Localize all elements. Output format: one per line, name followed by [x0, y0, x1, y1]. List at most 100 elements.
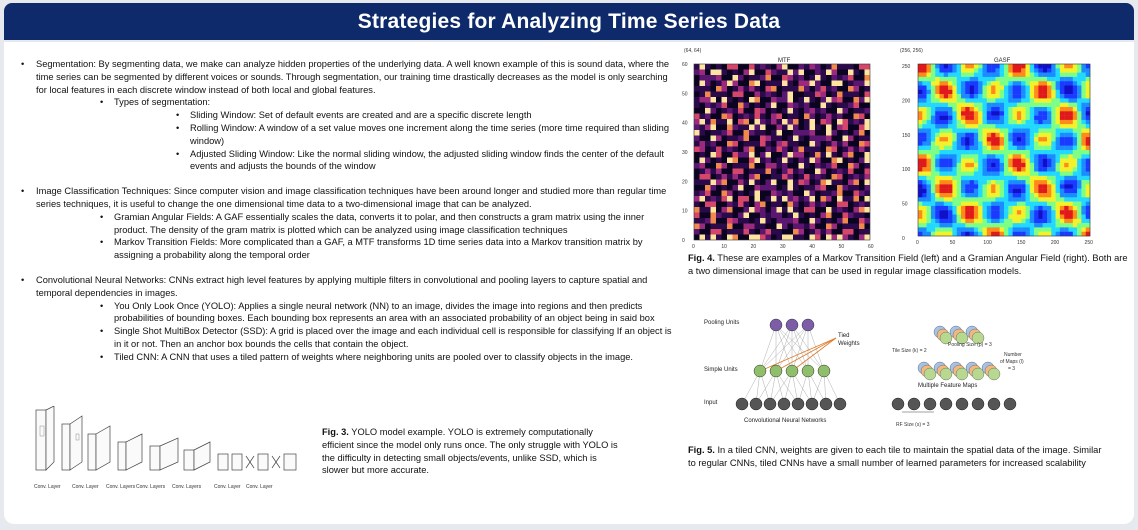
- gasf-xtick: 250: [1085, 240, 1094, 246]
- simple-units-label: Simple Units: [704, 367, 738, 373]
- tiled-cnn-left: [735, 318, 847, 411]
- fig4-label: Fig. 4.: [688, 253, 715, 263]
- input-unit: [819, 397, 833, 411]
- weights-label: Weights: [838, 341, 860, 347]
- yolo-layer-labels: Conv. Layer Conv. Layer Conv. Layers Con…: [34, 484, 273, 490]
- yolo-layer-label-5: Conv. Layers: [172, 484, 202, 490]
- eq3-label: = 3: [1008, 366, 1015, 372]
- mtf-title: MTF: [778, 58, 791, 64]
- tiled-cnn-diagram: Pooling Units Simple Units Input Tied We…: [704, 318, 1024, 428]
- pooling-units-label: Pooling Units: [704, 320, 739, 326]
- gasf-xtick: 0: [916, 240, 919, 246]
- mtf-ytick: 60: [682, 62, 688, 68]
- yolo-layer-label-4: Conv. Layers: [136, 484, 166, 490]
- gasf-ytick: 50: [902, 202, 908, 208]
- poster-panel: Segmentation: By segmenting data, we mak…: [4, 42, 1134, 524]
- mtf-xtick: 40: [809, 244, 815, 250]
- type-item-rolling: Rolling Window: A window of a set value …: [174, 122, 678, 148]
- input-label: Input: [704, 400, 718, 406]
- mtf-xtick: 20: [751, 244, 757, 250]
- tied-label: Tied: [838, 333, 849, 339]
- fig4-caption: Fig. 4. These are examples of a Markov T…: [688, 252, 1128, 278]
- yolo-layer-label-1: Conv. Layer: [34, 484, 61, 490]
- multiple-feature-maps-label: Multiple Feature Maps: [918, 383, 977, 389]
- fig3-caption: Fig. 3. YOLO model example. YOLO is extr…: [322, 426, 622, 477]
- gasf-x-ticks: 0 50 100 150 200 250: [916, 240, 1093, 246]
- simple-unit: [769, 364, 783, 378]
- gasf-title: GASF: [994, 58, 1011, 64]
- mtf-xtick: 30: [780, 244, 786, 250]
- mtf-dims: (64, 64): [684, 48, 702, 54]
- mtf-xtick: 50: [839, 244, 845, 250]
- gasf-figure: (256, 256) GASF 250 200 150 100 50 0 0 50 100 15…: [900, 48, 1093, 246]
- gasf-xtick: 100: [983, 240, 992, 246]
- input-unit: [763, 397, 777, 411]
- mtf-ytick: 40: [682, 121, 688, 127]
- mtf-figure: (64, 64) MTF 60 50 40 30 20 10 0 0 10 20 30 40 50 60: [682, 48, 874, 250]
- gasf-ytick: 150: [902, 133, 911, 139]
- gasf-xtick: 150: [1017, 240, 1026, 246]
- mtf-ytick: 30: [682, 150, 688, 156]
- cnn-item-tiled: Tiled CNN: A CNN that uses a tiled patte…: [98, 351, 678, 364]
- input-unit: [749, 397, 763, 411]
- fig3-label: Fig. 3.: [322, 427, 349, 437]
- pool-unit: [801, 318, 815, 332]
- pool-unit: [769, 318, 783, 332]
- number-label: Number: [1004, 352, 1022, 358]
- gasf-ytick: 200: [902, 98, 911, 104]
- yolo-layer-label-7: Conv. Layer: [246, 484, 273, 490]
- gasf-heatmap: [917, 63, 1091, 237]
- type-item-sliding: Sliding Window: Set of default events ar…: [174, 109, 678, 122]
- tiled-cnn-right: [891, 325, 1017, 413]
- mtf-x-ticks: 0 10 20 30 40 50 60: [692, 244, 874, 250]
- input-unit: [791, 397, 805, 411]
- gasf-ytick: 0: [902, 236, 905, 242]
- fig5-text: In a tiled CNN, weights are given to eac…: [688, 445, 1102, 468]
- mtf-ytick: 50: [682, 91, 688, 97]
- mtf-y-ticks: 60 50 40 30 20 10 0: [682, 62, 688, 244]
- gasf-dims: (256, 256): [900, 48, 923, 54]
- simple-unit: [785, 364, 799, 378]
- mtf-heatmap: [693, 63, 871, 241]
- yolo-network-diagram: Conv. Layer Conv. Layer Conv. Layers Con…: [34, 406, 297, 490]
- input-unit: [805, 397, 819, 411]
- mtf-xtick: 0: [692, 244, 695, 250]
- simple-unit: [801, 364, 815, 378]
- image-item-gaf: Gramian Angular Fields: A GAF essentiall…: [98, 211, 678, 237]
- fig5-caption: Fig. 5. In a tiled CNN, weights are give…: [688, 444, 1108, 470]
- cnn-item-ssd: Single Shot MultiBox Detector (SSD): A g…: [98, 325, 678, 351]
- gasf-xtick: 50: [950, 240, 956, 246]
- types-heading: Types of segmentation:: [98, 96, 678, 109]
- yolo-layer-label-3: Conv. Layers: [106, 484, 136, 490]
- mtf-xtick: 10: [721, 244, 727, 250]
- fig4-text: These are examples of a Markov Transitio…: [688, 253, 1128, 276]
- type-item-adjusted: Adjusted Sliding Window: Like the normal…: [174, 148, 678, 174]
- poster-title-bar: Strategies for Analyzing Time Series Dat…: [4, 3, 1134, 40]
- cnn-caption-label: Convolutional Neural Networks: [744, 418, 826, 424]
- fig3-text: YOLO model example. YOLO is extremely co…: [322, 427, 618, 476]
- image-classification-bullet: Image Classification Techniques: Since c…: [18, 185, 678, 211]
- simple-unit: [817, 364, 831, 378]
- mtf-ytick: 0: [682, 238, 685, 244]
- simple-unit: [753, 364, 767, 378]
- input-unit: [777, 397, 791, 411]
- fig5-label: Fig. 5.: [688, 445, 715, 455]
- tile-size-label: Tile Size (k) = 2: [892, 348, 927, 354]
- yolo-layer-label-6: Conv. Layer: [214, 484, 241, 490]
- of-maps-label: of Maps (l): [1000, 359, 1024, 365]
- gasf-xtick: 200: [1051, 240, 1060, 246]
- cnn-item-yolo: You Only Look Once (YOLO): Applies a sin…: [98, 300, 678, 326]
- left-column: Segmentation: By segmenting data, we mak…: [18, 58, 678, 364]
- gasf-y-ticks: 250 200 150 100 50 0: [902, 64, 911, 242]
- pooling-size-label: Pooling Size (p) = 3: [948, 342, 992, 348]
- input-unit: [833, 397, 847, 411]
- pool-unit: [785, 318, 799, 332]
- mtf-xtick: 60: [868, 244, 874, 250]
- cnn-bullet: Convolutional Neural Networks: CNNs extr…: [18, 274, 678, 300]
- yolo-layer-label-2: Conv. Layer: [72, 484, 99, 490]
- mtf-ytick: 10: [682, 209, 688, 215]
- rf-size-label: RF Size (s) = 3: [896, 422, 930, 428]
- poster-title: Strategies for Analyzing Time Series Dat…: [357, 9, 781, 33]
- input-unit: [735, 397, 749, 411]
- gasf-ytick: 250: [902, 64, 911, 70]
